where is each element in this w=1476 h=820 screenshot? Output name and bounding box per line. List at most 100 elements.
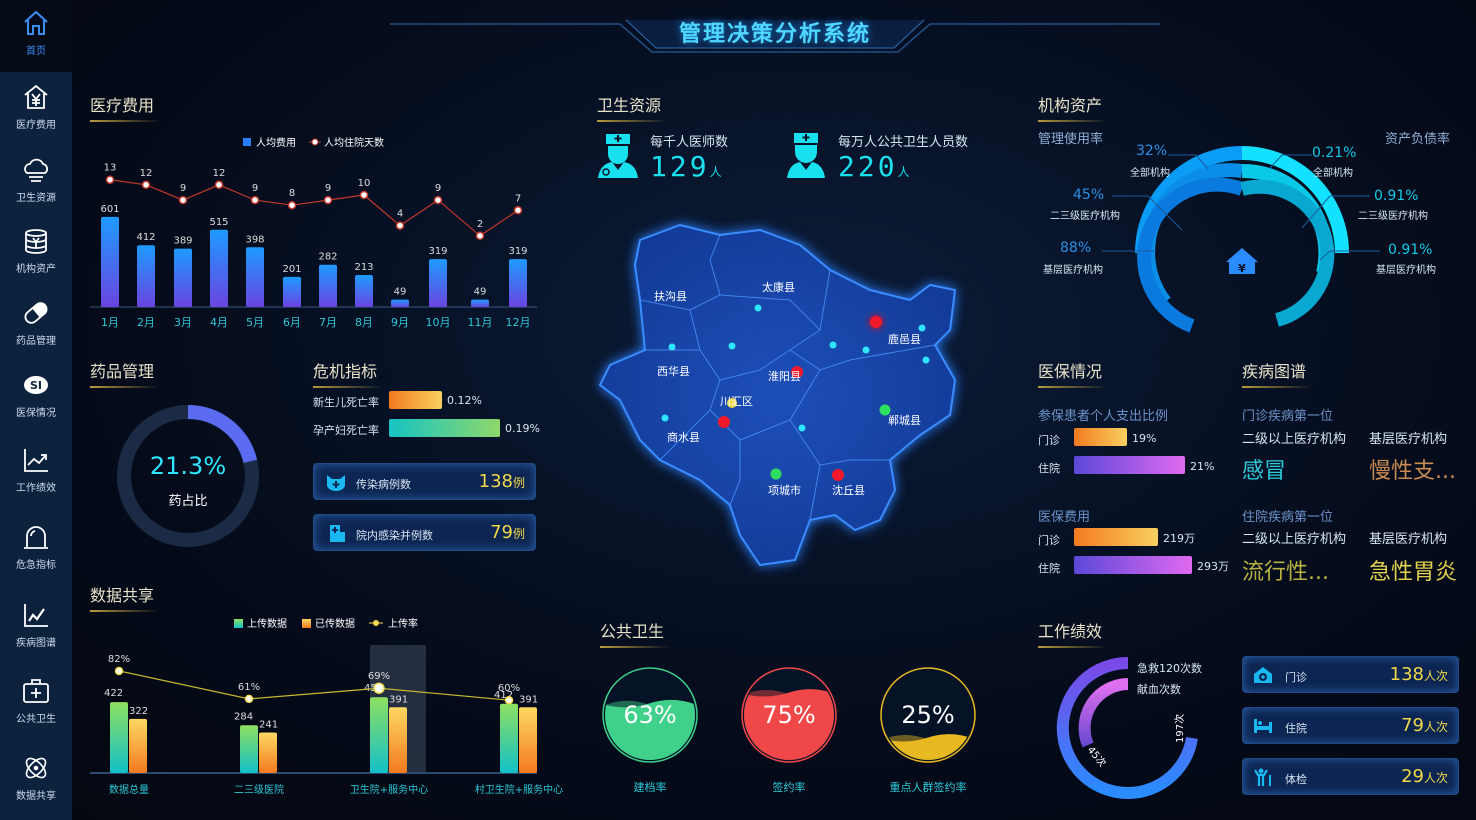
outpatient-top-basic: 慢性支... [1369, 459, 1456, 484]
sidebar-item-insurance[interactable]: SI 医保情况 [0, 362, 72, 434]
line-value-label: 9 [180, 183, 186, 194]
line-point [244, 694, 254, 704]
map-label[interactable]: 鹿邑县 [888, 332, 921, 346]
line-value-label: 9 [435, 183, 441, 194]
map-label[interactable]: 扶沟县 [654, 289, 687, 303]
sidebar-item-label: 数据共享 [16, 791, 56, 802]
line-point [178, 195, 188, 205]
x-tick-label: 二三级医院 [234, 783, 284, 796]
section-title-crisis: 危机指标 [313, 358, 384, 388]
public-health-gauge: 63% [602, 667, 698, 763]
trend-chart-icon [24, 449, 48, 472]
header: 管理决策分析系统 [390, 0, 1160, 55]
bar-uploaded [240, 725, 258, 773]
line-point [433, 195, 443, 205]
home-icon [24, 10, 48, 35]
hospital-building-icon [330, 525, 345, 542]
inpatient-col2: 基层医疗机构 [1369, 532, 1448, 547]
sidebar-item-performance[interactable]: 工作绩效 [0, 437, 72, 509]
sidebar-item-health-resources[interactable]: 卫生资源 [0, 147, 72, 219]
line-value-label: 12 [140, 168, 153, 179]
bar-uploaded [370, 697, 388, 773]
cost-outpatient-bar [1074, 528, 1158, 546]
ratio-inpatient-bar [1074, 456, 1185, 474]
usage-level23-value: 45% [1073, 187, 1105, 203]
usage-all-value: 32% [1136, 143, 1168, 159]
blood-donation-label: 献血次数 [1137, 683, 1181, 696]
data-share-chart: 上传数据已传数据上传率422322数据总量284241二三级医院451391卫生… [90, 617, 563, 796]
line-value-label: 61% [238, 682, 260, 693]
x-tick-label: 6月 [283, 316, 301, 329]
legend-swatch [302, 619, 311, 628]
hospital-infection-card[interactable]: 院内感染并例数 79例 [313, 514, 536, 551]
gauge-value: 25% [901, 701, 954, 729]
section-title-medical-cost: 医疗费用 [90, 92, 161, 122]
sidebar-item-org-assets[interactable]: 机构资产 [0, 218, 72, 290]
newborn-rate-value: 0.12% [447, 394, 482, 407]
map-outline [598, 223, 957, 567]
infectious-cases-card[interactable]: 传染病例数 138例 [313, 463, 536, 500]
sidebar-item-home[interactable]: 首页 [0, 0, 72, 72]
map-label[interactable]: 太康县 [762, 280, 795, 294]
gauge-value: 63% [623, 701, 676, 729]
medical-kit-icon [23, 679, 49, 703]
svg-text:¥: ¥ [1238, 262, 1246, 275]
inpatient-visits-card[interactable]: 住院 79人次 [1242, 707, 1459, 744]
map-label[interactable]: 沈丘县 [832, 483, 865, 497]
outpatient-visits-card[interactable]: 门诊 138人次 [1242, 656, 1459, 693]
map-label[interactable]: 淮阳县 [768, 370, 801, 383]
map-label[interactable]: 项城市 [768, 483, 801, 497]
public-health-gauge: 75% [741, 667, 837, 763]
debt-all-value: 0.21% [1312, 145, 1357, 161]
sidebar-item-medical-cost[interactable]: 医疗费用 [0, 74, 72, 146]
line-point [504, 695, 514, 705]
debt-title: 资产负债率 [1385, 132, 1451, 147]
outpatient-visits-label: 门诊 [1285, 671, 1307, 684]
sidebar-item-drug[interactable]: 药品管理 [0, 290, 72, 362]
usage-basic-value: 88% [1060, 240, 1092, 256]
sidebar-item-crisis[interactable]: 危急指标 [0, 514, 72, 586]
drug-ratio-arc [117, 405, 259, 547]
outpatient-top-level23: 感冒 [1242, 459, 1287, 484]
x-tick-label: 9月 [391, 316, 409, 329]
x-tick-label: 3月 [174, 316, 192, 329]
map-label[interactable]: 郸城县 [888, 414, 921, 427]
inpatient-visits-value: 79人次 [1401, 715, 1448, 736]
ratio-outpatient-value: 19% [1132, 432, 1157, 445]
checkup-visits-card[interactable]: 体检 29人次 [1242, 758, 1459, 795]
usage-basic-label: 基层医疗机构 [1043, 265, 1103, 276]
legend-swatch-marker [373, 620, 379, 626]
line-value-label: 4 [397, 209, 403, 220]
line-point [287, 200, 297, 210]
house-yen-icon: ¥ [1226, 248, 1258, 275]
x-tick-label: 7月 [319, 316, 337, 329]
virus-mask-icon [327, 475, 345, 491]
alarm-dome-icon [24, 526, 48, 549]
hospital-infection-unit: 例 [512, 527, 525, 541]
gauge-fill [605, 699, 695, 760]
bar-uploaded [500, 703, 518, 773]
gauge-label: 重点人群签约率 [889, 781, 967, 794]
map-label[interactable]: 商水县 [667, 430, 700, 444]
legend-swatch-marker [311, 138, 319, 146]
bar-value-label: 284 [234, 711, 253, 722]
usage-all-label: 全部机构 [1130, 168, 1170, 179]
sidebar-item-disease[interactable]: 疾病图谱 [0, 592, 72, 664]
checkup-visits-label: 体检 [1285, 773, 1307, 786]
inpatient-top-title: 住院疾病第一位 [1242, 510, 1334, 525]
sidebar-item-data-share[interactable]: 数据共享 [0, 745, 72, 817]
bar [355, 275, 373, 307]
line-point [114, 666, 124, 676]
checkup-icon [1254, 768, 1271, 786]
line-point [359, 190, 369, 200]
section-title-drug: 药品管理 [90, 358, 161, 388]
atom-icon [25, 757, 47, 779]
sidebar-item-public-health[interactable]: 公共卫生 [0, 668, 72, 740]
line-series [109, 179, 519, 237]
map-label[interactable]: 川汇区 [720, 395, 753, 408]
debt-basic-value: 0.91% [1388, 242, 1433, 258]
bar [174, 248, 192, 307]
map-label[interactable]: 西华县 [657, 364, 690, 378]
section-title-org-assets: 机构资产 [1038, 92, 1109, 122]
maternal-rate-label: 孕产妇死亡率 [313, 424, 379, 437]
